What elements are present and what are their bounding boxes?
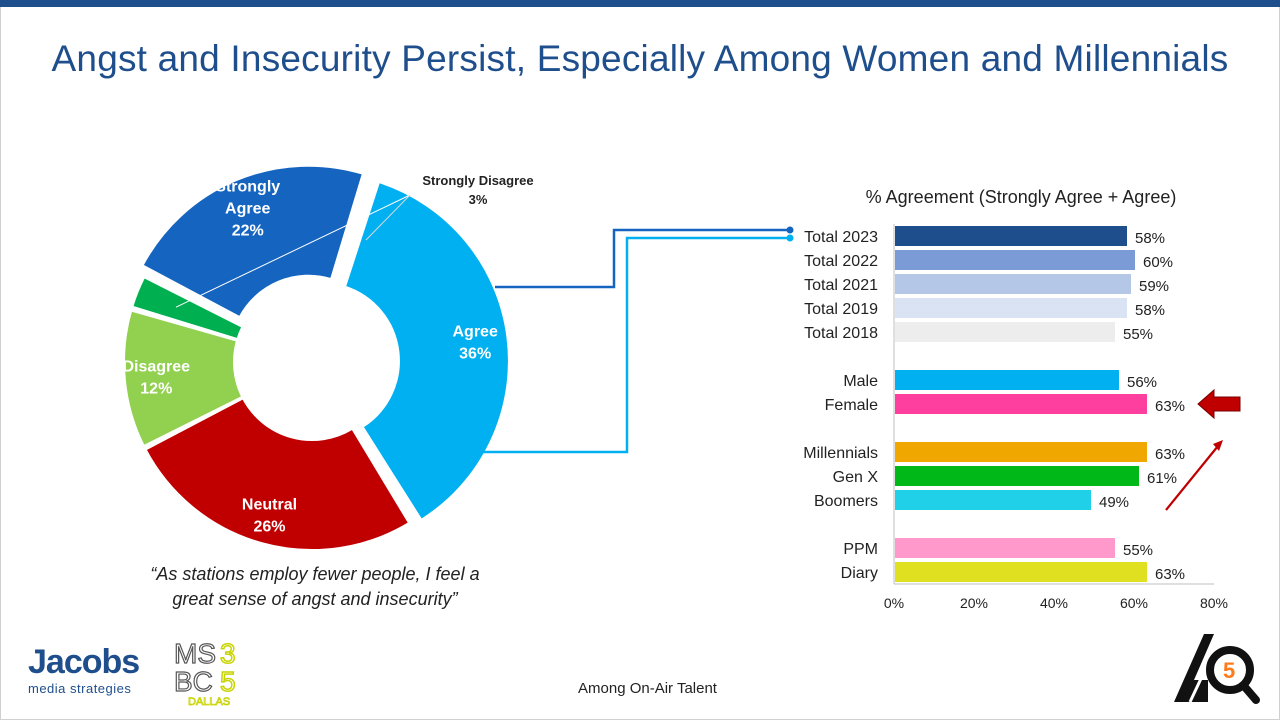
bar-total-2018 [895, 322, 1115, 342]
donut-slice-strongly-agree [141, 164, 365, 319]
jacobs-logo: Jacobs media strategies [28, 643, 140, 696]
footer-note: Among On-Air Talent [578, 680, 717, 697]
connector-dot-agree [786, 234, 794, 242]
category-label-total-2023: Total 2023 [804, 229, 878, 246]
donut-value-neutral: 26% [253, 518, 285, 535]
data-label-male: 56% [1127, 374, 1157, 391]
bar-male [895, 370, 1119, 390]
donut-label-disagree: Disagree [122, 359, 190, 376]
bar-boomers [895, 490, 1091, 510]
bar-total-2023 [895, 226, 1127, 246]
donut-label-neutral: Neutral [242, 496, 297, 513]
connector-agree [478, 236, 790, 454]
trend-arrow-line [1165, 445, 1219, 511]
x-tick-label: 40% [1040, 595, 1068, 611]
category-label-diary: Diary [841, 565, 878, 582]
donut-slice-disagree [123, 309, 244, 448]
bar-total-2019 [895, 298, 1127, 318]
category-label-ppm: PPM [843, 541, 878, 558]
bar-ppm [895, 538, 1115, 558]
top-rule [0, 0, 1280, 7]
data-label-boomers: 49% [1099, 494, 1129, 511]
connector-strongly-agree [495, 228, 790, 289]
category-label-male: Male [843, 373, 878, 390]
x-tick-label: 20% [960, 595, 988, 611]
strongly-disagree-leader-line [175, 194, 411, 308]
category-label-millennials: Millennials [803, 445, 878, 462]
category-label-total-2021: Total 2021 [804, 277, 878, 294]
donut-label-strongly-agree: Strongly [215, 179, 280, 196]
data-label-total-2023: 58% [1135, 230, 1165, 247]
data-label-female: 63% [1155, 398, 1185, 415]
data-label-gen-x: 61% [1147, 470, 1177, 487]
x-tick-label: 60% [1120, 595, 1148, 611]
a5-logo: 5 [1174, 634, 1260, 704]
slide-title: Angst and Insecurity Persist, Especially… [51, 38, 1229, 79]
bar-diary [895, 562, 1147, 582]
data-label-total-2018: 55% [1123, 326, 1153, 343]
donut-value-strongly-disagree: 3% [469, 192, 488, 207]
bar-chart-title: % Agreement (Strongly Agree + Agree) [866, 187, 1177, 207]
svg-text:BC: BC [174, 666, 213, 697]
category-label-boomers: Boomers [814, 493, 878, 510]
category-label-total-2019: Total 2019 [804, 301, 878, 318]
jacobs-logo-word: Jacobs [28, 643, 140, 681]
connector-dot-strongly-agree [786, 226, 794, 234]
donut-value-strongly-agree: 22% [232, 223, 264, 240]
donut-label-strongly-disagree: Strongly Disagree [422, 173, 533, 188]
data-label-diary: 63% [1155, 566, 1185, 583]
highlight-arrow [1197, 388, 1241, 420]
svg-text:5: 5 [220, 666, 236, 697]
donut-slice-neutral [144, 396, 411, 552]
jacobs-logo-sub: media strategies [28, 681, 132, 696]
category-label-female: Female [825, 397, 878, 414]
trend-arrow-head [1213, 440, 1223, 451]
bar-total-2022 [895, 250, 1135, 270]
bar-gen-x [895, 466, 1139, 486]
data-label-total-2021: 59% [1139, 278, 1169, 295]
data-label-millennials: 63% [1155, 446, 1185, 463]
bar-female [895, 394, 1147, 414]
svg-text:5: 5 [1223, 658, 1235, 683]
strongly-disagree-leader [365, 194, 411, 241]
data-label-total-2019: 58% [1135, 302, 1165, 319]
data-label-ppm: 55% [1123, 542, 1153, 559]
svg-text:3: 3 [220, 638, 236, 669]
x-tick-label: 0% [884, 595, 904, 611]
bar-total-2021 [895, 274, 1131, 294]
category-label-total-2018: Total 2018 [804, 325, 878, 342]
donut-label-agree: Agree [452, 324, 497, 341]
svg-text:DALLAS: DALLAS [188, 696, 230, 708]
donut-slice-agree [343, 180, 510, 522]
category-label-total-2022: Total 2022 [804, 253, 878, 270]
donut-value-disagree: 12% [140, 381, 172, 398]
donut-label-strongly-agree: Agree [225, 201, 270, 218]
donut-value-agree: 36% [459, 346, 491, 363]
x-tick-label: 80% [1200, 595, 1228, 611]
data-label-total-2022: 60% [1143, 254, 1173, 271]
quote-text: “As stations employ fewer people, I feel… [150, 564, 480, 609]
donut-slice-strongly-disagree [131, 275, 244, 341]
category-label-gen-x: Gen X [833, 469, 879, 486]
ms3bc5-dallas-logo: MS 3 BC 5 DALLAS [173, 637, 236, 708]
bar-millennials [895, 442, 1147, 462]
svg-text:MS: MS [174, 638, 216, 669]
